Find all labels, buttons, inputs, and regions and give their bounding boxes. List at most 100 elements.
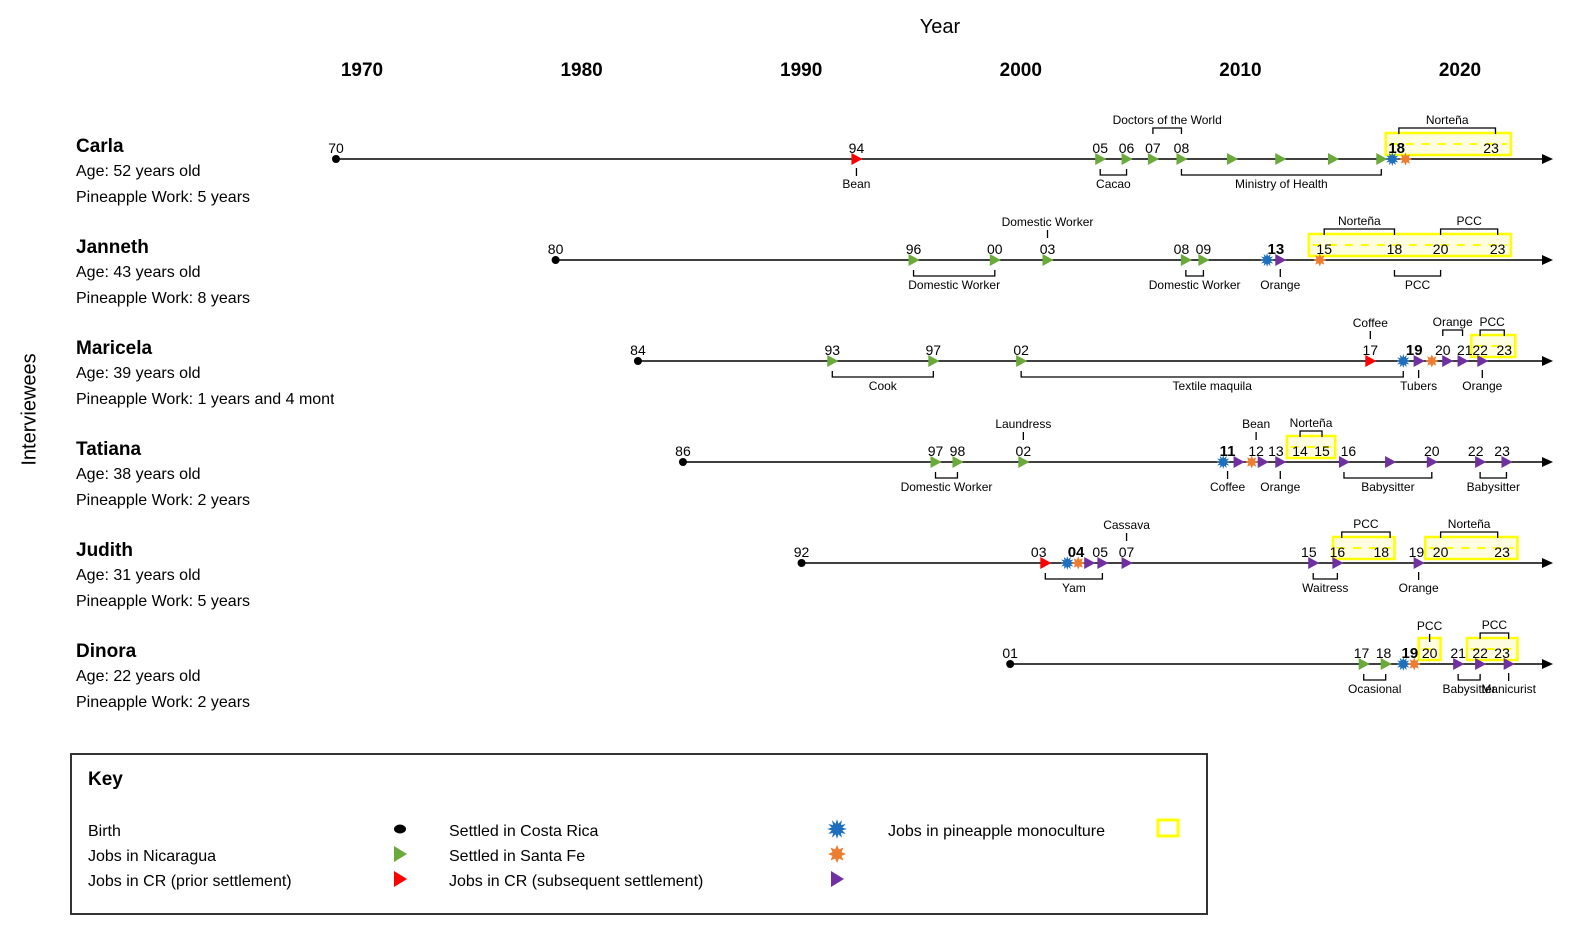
annotation-label: Cacao	[1096, 177, 1131, 191]
annotation-label: Norteña	[1426, 113, 1469, 127]
annotation-label: Manicurist	[1481, 682, 1536, 696]
timeline-arrowhead-icon	[1542, 558, 1553, 568]
legend-key: Key Birth Jobs in Nicaragua Jobs in CR (pr…	[70, 753, 1208, 915]
nicaragua-job-arrow-icon	[1226, 153, 1238, 165]
interviewee-age: Age: 31 years old	[76, 567, 201, 584]
year-label: 03	[1031, 544, 1047, 560]
interviewee-age: Age: 39 years old	[76, 365, 201, 382]
key-symbols	[394, 818, 1180, 887]
interviewee-age: Age: 52 years old	[76, 163, 201, 180]
interviewee-judith: Judith Age: 31 years old Pineapple Work:…	[76, 539, 334, 615]
year-label: 15	[1316, 241, 1332, 257]
year-label: 19	[1406, 342, 1423, 359]
annotation-bracket	[1457, 674, 1481, 681]
key-label-settled_cr: Settled in Costa Rica	[449, 823, 599, 840]
annotation-label: Waitress	[1302, 581, 1348, 595]
key-label-cr_subsequent: Jobs in CR (subsequent settlement)	[449, 873, 704, 890]
interviewee-janneth: Janneth Age: 43 years old Pineapple Work…	[76, 236, 334, 312]
cr-subsequent-job-arrow-icon	[1257, 456, 1269, 468]
settled-costa-rica-star-icon	[1060, 556, 1075, 570]
year-label: 19	[1409, 544, 1425, 560]
timeline-arrowhead-icon	[1542, 255, 1553, 265]
pineapple-key-box-icon	[1156, 818, 1180, 838]
annotation-label: PCC	[1482, 618, 1508, 632]
annotation-label: PCC	[1456, 214, 1482, 228]
interviewee-age: Age: 38 years old	[76, 466, 201, 483]
interviewee-age: Age: 43 years old	[76, 264, 201, 281]
year-label: 92	[794, 544, 810, 560]
year-label: 18	[1374, 544, 1390, 560]
nicaragua-job-arrow-icon	[1042, 254, 1054, 266]
year-tick-label: 1980	[560, 60, 602, 81]
annotation-label: Orange	[1462, 379, 1502, 393]
annotation-bracket	[934, 472, 959, 479]
cr-subsequent-job-arrow-icon	[1084, 557, 1096, 569]
interviewee-pineapple-work: Pineapple Work: 5 years	[76, 189, 251, 206]
nicaragua-job-arrow-icon	[928, 355, 940, 367]
annotation-label: Domestic Worker	[901, 480, 993, 494]
cr-subsequent-job-arrow-icon	[1475, 658, 1487, 670]
nicaragua-job-arrow-icon	[1176, 153, 1188, 165]
nicaragua-job-arrow-icon	[1095, 153, 1107, 165]
interviewee-name: Judith	[76, 540, 133, 561]
interviewee-pineapple-work: Pineapple Work: 5 years	[76, 593, 251, 610]
year-label: 15	[1314, 443, 1330, 459]
year-label: 02	[1016, 443, 1032, 459]
year-label: 20	[1433, 544, 1449, 560]
interviewee-pineapple-work: Pineapple Work: 8 years	[76, 290, 251, 307]
year-label: 06	[1119, 140, 1135, 156]
birth-dot-icon	[797, 559, 806, 567]
cr-subsequent-job-arrow-icon	[1442, 355, 1454, 367]
year-label: 22	[1472, 342, 1488, 358]
year-label: 80	[548, 241, 564, 257]
annotation-bracket	[1479, 632, 1510, 639]
year-label: 20	[1422, 645, 1438, 661]
timeline-row-tatiana: Domestic Worker Laundress Coffee Bean Orange…	[675, 416, 1553, 494]
year-tick-label: 2020	[1439, 60, 1481, 81]
year-label: 86	[675, 443, 691, 459]
cr-subsequent-job-arrow-icon	[1097, 557, 1109, 569]
timeline-row-carla: Bean Cacao Doctors of the World Ministry of…	[328, 113, 1553, 191]
annotation-bracket	[1180, 169, 1382, 176]
year-label: 23	[1483, 140, 1499, 156]
year-label: 00	[987, 241, 1003, 257]
annotation-bracket	[1393, 270, 1442, 277]
year-label: 20	[1435, 342, 1451, 358]
cr-subsequent-job-arrow-icon	[1308, 557, 1320, 569]
year-label: 22	[1472, 645, 1488, 661]
cr-prior-job-arrow-icon	[1040, 557, 1052, 569]
year-label: 11	[1220, 443, 1236, 460]
annotation-label: PCC	[1405, 278, 1431, 292]
nicaragua-job-arrow-icon	[1147, 153, 1159, 165]
cr-prior-job-arrow-icon	[851, 153, 863, 165]
interviewee-age: Age: 22 years old	[76, 668, 201, 685]
year-label: 16	[1341, 443, 1357, 459]
year-label: 13	[1268, 241, 1285, 258]
nicaragua-job-arrow-icon	[1358, 658, 1370, 670]
year-label: 94	[849, 140, 865, 156]
annotation-bracket	[1185, 270, 1205, 277]
year-label: 12	[1248, 443, 1264, 459]
year-label: 18	[1388, 140, 1405, 157]
annotation-label: Orange	[1433, 315, 1473, 329]
year-tick-label: 2010	[1219, 60, 1261, 81]
annotation-bracket	[1363, 674, 1387, 681]
year-label: 02	[1013, 342, 1029, 358]
annotation-label: Orange	[1399, 581, 1439, 595]
annotation-bracket	[1312, 573, 1339, 580]
year-label: 16	[1330, 544, 1346, 560]
annotation-bracket	[1439, 531, 1499, 538]
annotation-label: Ocasional	[1348, 682, 1401, 696]
cr-subsequent-job-arrow-icon	[1413, 557, 1425, 569]
year-label: 01	[1002, 645, 1018, 661]
year-label: 18	[1387, 241, 1403, 257]
interviewee-tatiana: Tatiana Age: 38 years old Pineapple Work…	[76, 438, 334, 514]
nicaragua-job-arrow-icon	[952, 456, 964, 468]
annotation-label: PCC	[1417, 619, 1443, 633]
year-label: 93	[825, 342, 841, 358]
year-label: 05	[1092, 140, 1108, 156]
year-label: 19	[1402, 645, 1419, 662]
annotation-label: Norteña	[1338, 214, 1381, 228]
cr-prior-job-arrow-icon	[394, 871, 407, 887]
